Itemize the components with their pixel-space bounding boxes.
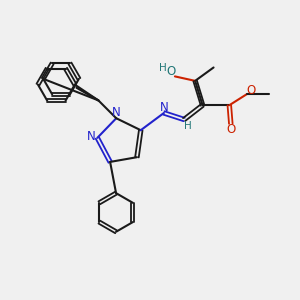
Text: H: H <box>184 121 192 131</box>
Text: O: O <box>246 84 255 97</box>
Text: H: H <box>159 63 166 73</box>
Text: N: N <box>86 130 95 143</box>
Text: N: N <box>112 106 121 119</box>
Text: O: O <box>167 65 176 78</box>
Text: O: O <box>226 123 236 136</box>
Text: N: N <box>160 101 168 114</box>
